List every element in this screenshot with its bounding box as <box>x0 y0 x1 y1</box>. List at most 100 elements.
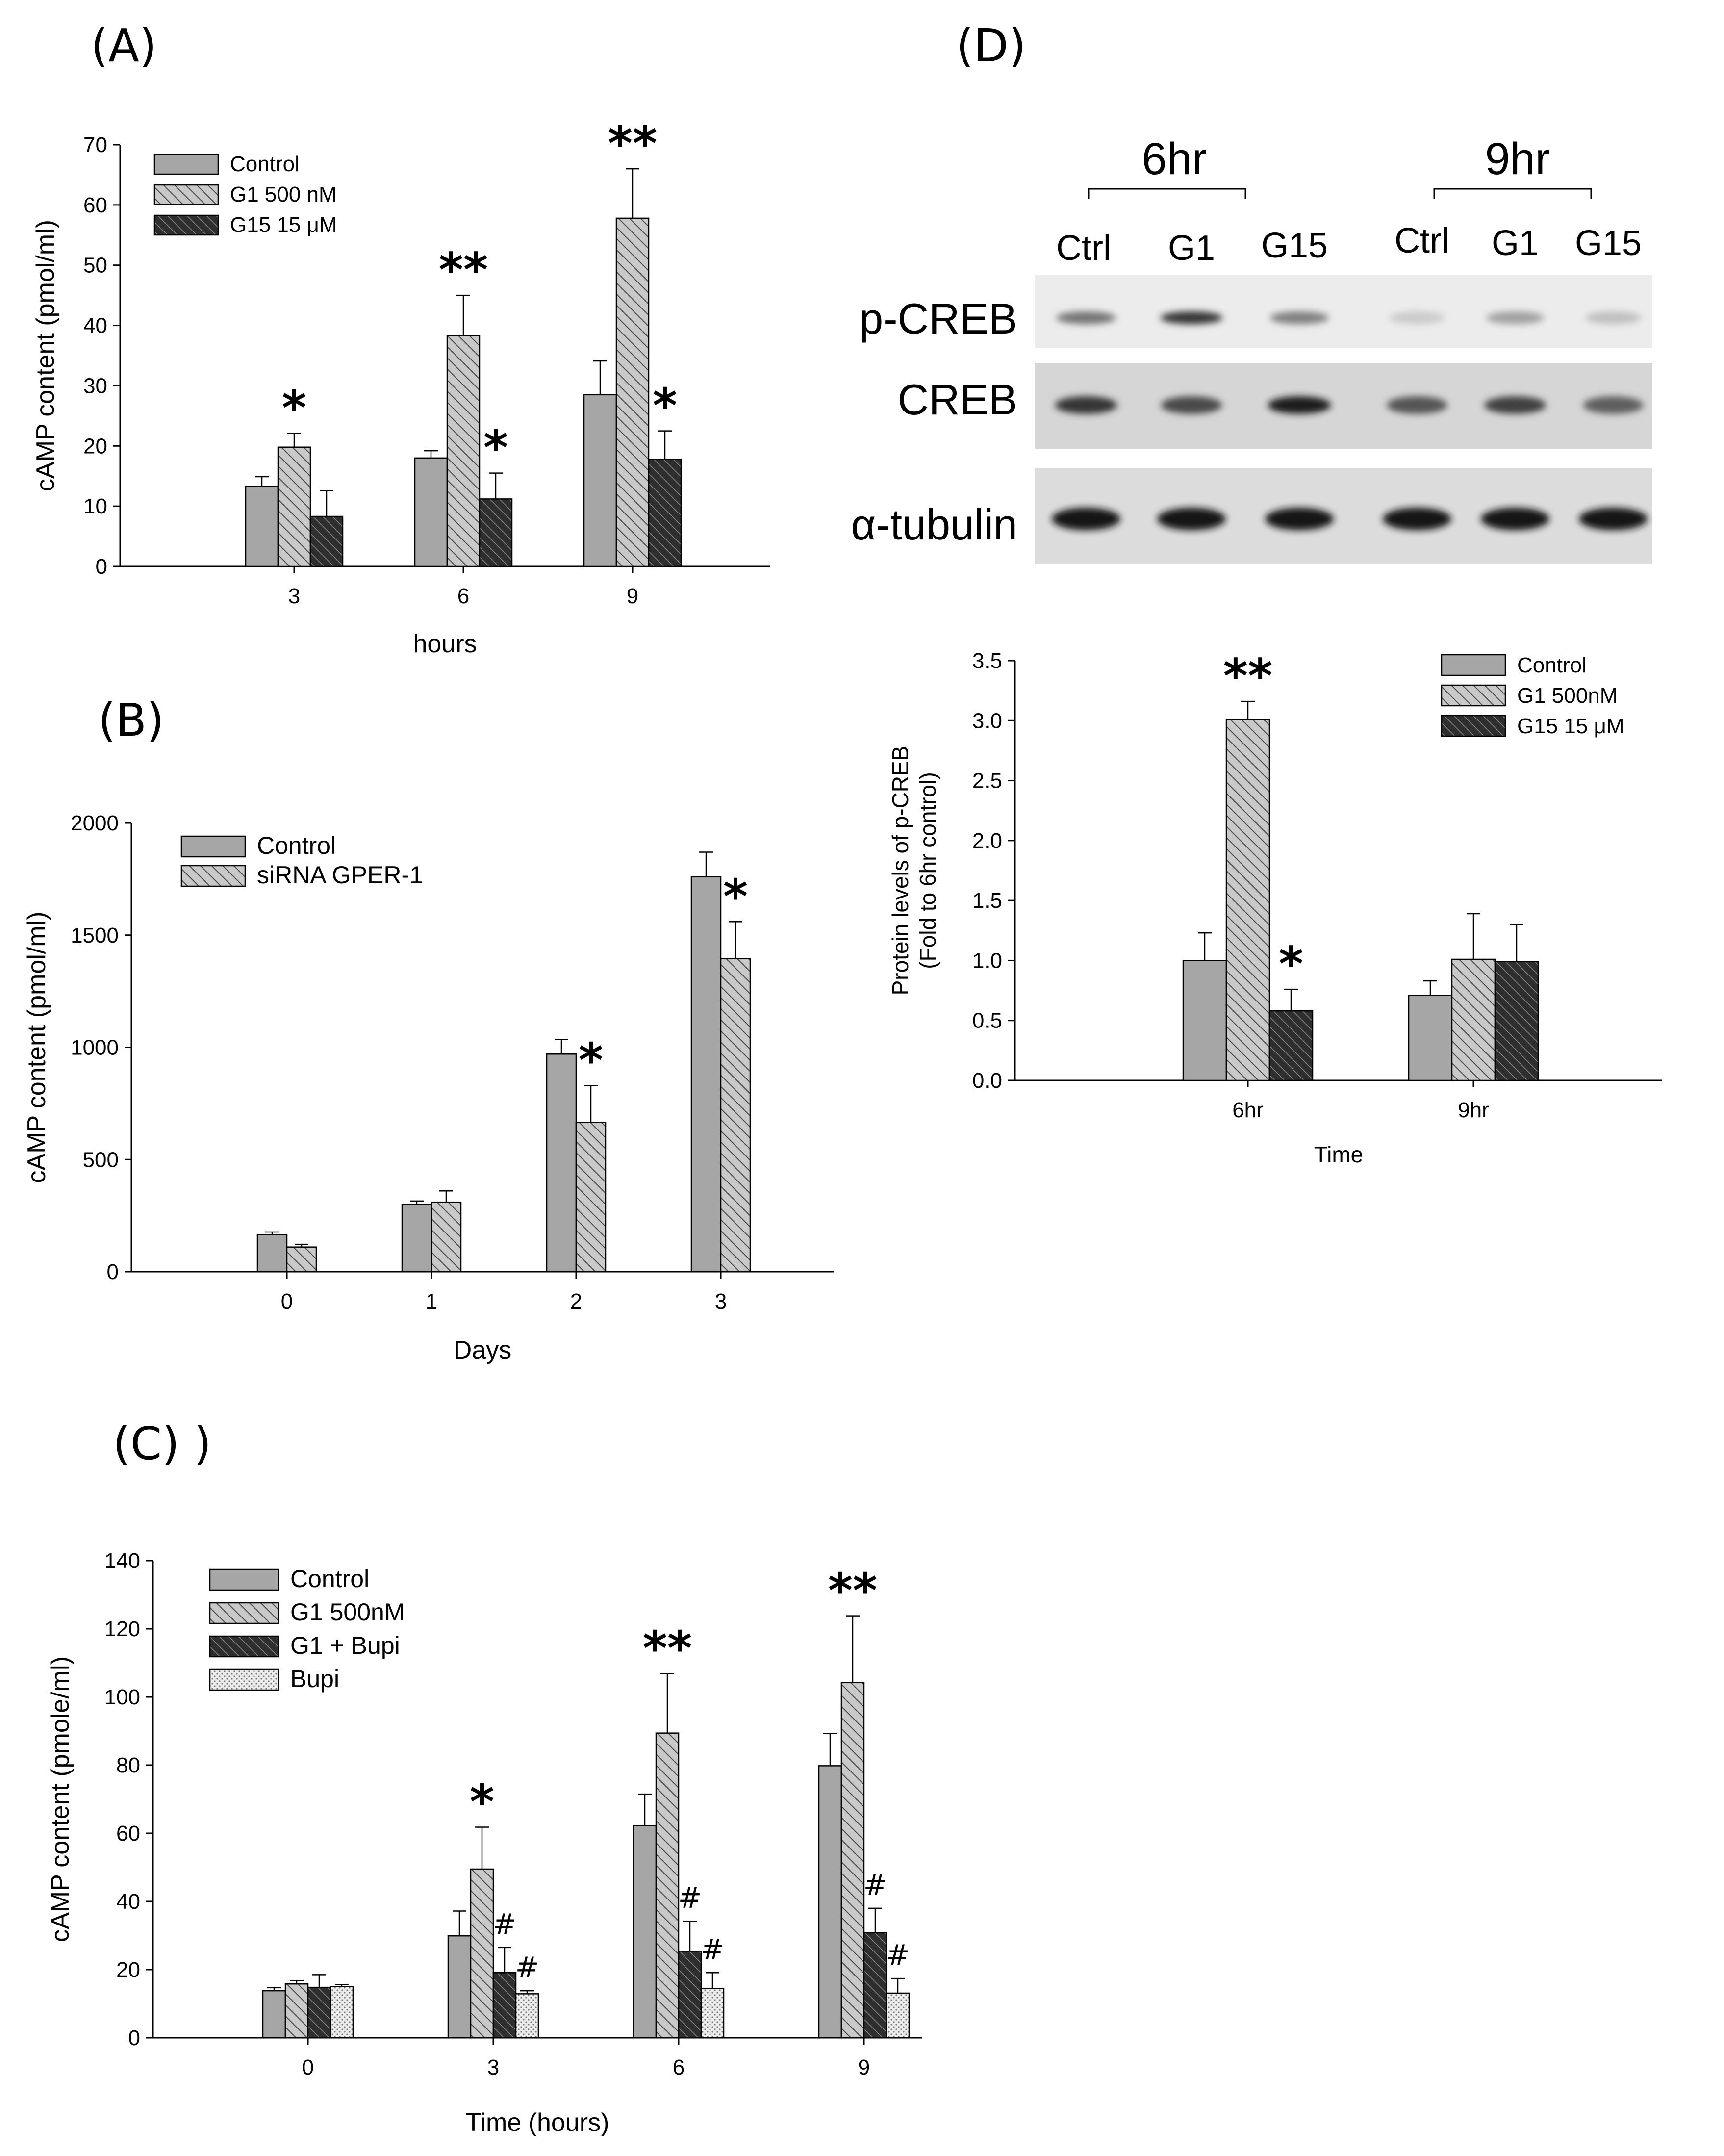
blot-lane-label: G15 <box>1261 226 1328 265</box>
bar-control-9hr <box>1408 995 1453 1081</box>
significance-marker: * <box>723 869 748 924</box>
y-tick-label: 2.0 <box>972 829 1002 853</box>
blot-bracket-6hr <box>1088 188 1246 199</box>
legend-swatch-g1-500-nm <box>153 184 219 205</box>
significance-marker: * <box>579 1033 603 1088</box>
x-tick-label: 0 <box>281 1289 293 1313</box>
chart-panel-b: 0 500 1000 1500 2000 0 1 2 3 Days cAMP content (pm… <box>23 811 834 1364</box>
blot-band-tubulin <box>1481 508 1549 530</box>
y-tick-label: 0.0 <box>972 1069 1002 1093</box>
bar-g1-500-nm-9 <box>615 217 650 567</box>
bar-sirna-gper-1-0 <box>286 1246 317 1273</box>
y-tick-label: 2000 <box>71 811 119 835</box>
bar-g1-500nm-6 <box>655 1732 680 2039</box>
significance-marker: # <box>701 1932 725 1966</box>
bar-g1-500nm-9 <box>840 1682 865 2039</box>
legend-swatch-control <box>209 1568 279 1591</box>
y-axis-label: Protein levels of p-CREB <box>887 746 913 996</box>
y-tick-label: 140 <box>104 1549 140 1573</box>
legend-swatch-g1-bupi <box>209 1635 279 1658</box>
legend-label-sirna-gper-1: siRNA GPER-1 <box>257 861 423 889</box>
bar-control-3 <box>447 1935 472 2039</box>
y-tick-label: 60 <box>83 193 107 217</box>
legend-label-bupi: Bupi <box>290 1665 339 1693</box>
significance-marker: ** <box>439 243 488 298</box>
bar-sirna-gper-1-1 <box>431 1201 462 1273</box>
blot-band-p-creb <box>1269 311 1329 324</box>
bar-g15-15-m-9 <box>648 459 682 567</box>
chart-panel-d: 0.0 0.5 1.0 1.5 2.0 2.5 3.0 3.5 6hr 9hr Time Protei… <box>887 649 1662 1167</box>
legend-swatch-g1-500nm <box>209 1602 279 1624</box>
significance-marker: * <box>653 379 677 434</box>
x-tick-label: 9 <box>627 584 638 608</box>
bar-control-1 <box>401 1204 432 1273</box>
x-tick-label: 6hr <box>1232 1098 1264 1122</box>
y-tick-label: 2.5 <box>972 769 1002 793</box>
significance-marker: * <box>1279 937 1303 992</box>
bar-g1-bupi-3 <box>492 1972 517 2039</box>
significance-marker: * <box>470 1774 494 1829</box>
x-tick-label: 3 <box>288 584 300 608</box>
significance-marker: # <box>515 1951 539 1984</box>
significance-marker: ** <box>643 1621 692 1676</box>
bar-sirna-gper-1-3 <box>720 958 751 1273</box>
y-tick-label: 40 <box>83 314 107 338</box>
blot-band-p-creb <box>1389 311 1445 324</box>
y-tick-label: 1500 <box>71 924 119 948</box>
bar-g1-bupi-6 <box>678 1951 702 2039</box>
significance-marker: # <box>863 1868 887 1901</box>
x-tick-label: 6 <box>673 2055 685 2079</box>
legend-swatch-g15-15-m <box>1441 715 1506 737</box>
y-tick-label: 0 <box>96 555 107 579</box>
blot-band-p-creb <box>1160 311 1223 324</box>
bar-control-6 <box>633 1825 657 2039</box>
blot-membrane-pcreb <box>1035 275 1652 348</box>
x-tick-label: 2 <box>570 1289 582 1313</box>
chart-panel-a: 0 10 20 30 40 50 60 70 3 6 9 hours cAMP content (pmo… <box>31 116 770 658</box>
significance-marker: * <box>483 421 508 476</box>
y-tick-label: 50 <box>83 254 107 278</box>
panel-c-title: (C) ) <box>113 1417 211 1470</box>
y-tick-label: 10 <box>83 494 107 518</box>
blot-band-creb <box>1268 396 1331 414</box>
y-tick-label: 100 <box>104 1685 140 1709</box>
significance-marker: * <box>282 381 306 436</box>
bar-g15-15-m-6hr <box>1268 1010 1314 1081</box>
x-tick-label: 1 <box>426 1289 437 1313</box>
blot-group-9hr: 9hr <box>1485 134 1550 184</box>
legend-label-control: Control <box>230 152 300 176</box>
blot-lane-label: G1 <box>1168 229 1215 268</box>
bar-g1-bupi-9 <box>863 1932 887 2039</box>
significance-marker: ** <box>1223 649 1272 704</box>
blot-band-creb <box>1386 396 1448 414</box>
bar-g1-500-nm-6 <box>446 335 481 567</box>
panel-a-title: (A) <box>91 20 157 72</box>
blot-band-p-creb <box>1486 311 1544 324</box>
legend-label-g1-bupi: G1 + Bupi <box>290 1632 400 1659</box>
bar-g1-500-nm-3 <box>277 446 311 567</box>
legend-swatch-control <box>1441 654 1506 676</box>
blot-band-tubulin <box>1052 508 1120 530</box>
blot-lane-label: Ctrl <box>1056 229 1111 268</box>
bar-g15-15-m-3 <box>309 515 344 567</box>
y-tick-label: 1000 <box>71 1036 119 1060</box>
blot-lane-label: G15 <box>1575 224 1642 263</box>
blot-band-creb <box>1161 396 1222 414</box>
y-tick-label: 60 <box>116 1822 140 1846</box>
legend-label-g1-500nm: G1 500nM <box>1517 684 1618 708</box>
chart-panel-c: 0 20 40 60 80 100 120 140 0 3 6 9 Time (hours) cAMP c… <box>46 1549 922 2137</box>
y-axis-label: (Fold to 6hr control) <box>915 772 940 969</box>
blot-band-p-creb <box>1585 311 1642 324</box>
legend-label-control: Control <box>257 832 336 859</box>
x-tick-label: 3 <box>715 1289 727 1313</box>
y-tick-label: 120 <box>104 1617 140 1641</box>
significance-marker: ** <box>828 1564 877 1618</box>
x-tick-label: 0 <box>302 2055 314 2079</box>
western-blot: 6hr 9hr Ctrl G1 G15 Ctrl G1 G15 p-CREB C… <box>851 134 1652 564</box>
y-tick-label: 1.0 <box>972 949 1002 973</box>
bar-bupi-0 <box>330 1986 354 2039</box>
x-tick-label: 3 <box>487 2055 499 2079</box>
bar-bupi-3 <box>515 1993 539 2039</box>
legend-swatch-g1-500nm <box>1441 684 1506 707</box>
